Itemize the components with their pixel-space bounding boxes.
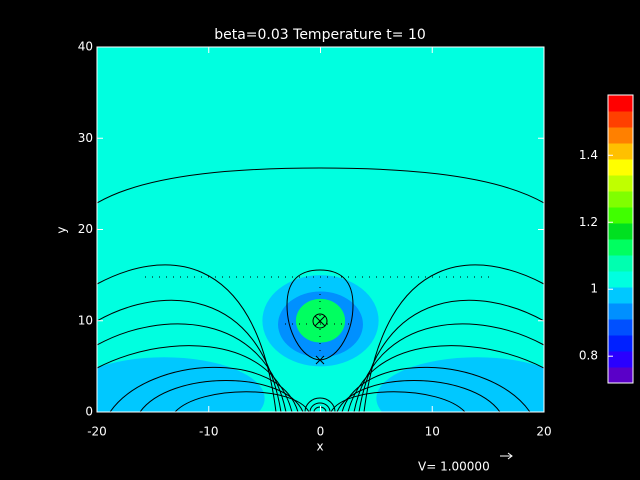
colorbar-band [608, 255, 633, 272]
contour-line [109, 366, 299, 412]
y-tick-label: 0 [85, 405, 93, 419]
contour-line [341, 366, 531, 412]
colorbar-band [608, 351, 633, 368]
colorbar-band [608, 367, 633, 384]
x-axis-label: x [316, 440, 323, 454]
y-tick-label: 40 [78, 40, 93, 54]
contour-line [309, 402, 331, 412]
colorbar-band [608, 191, 633, 208]
colorbar-tick-label: 1.4 [579, 148, 598, 162]
contour-line [286, 269, 354, 361]
colorbar-band [608, 223, 633, 240]
colorbar: 0.8 1 1.2 1.4 [579, 94, 634, 384]
contour-line [97, 264, 277, 412]
x-tick-label: -10 [199, 425, 219, 439]
null-point-marker [314, 315, 326, 365]
contour-line [97, 167, 544, 204]
chart-title: beta=0.03 Temperature t= 10 [214, 27, 426, 43]
colorbar-band [608, 207, 633, 224]
colorbar-band [608, 111, 633, 128]
dotted-guide [145, 276, 495, 355]
vector-label: V= 1.00000 [418, 460, 490, 474]
contour-line [363, 264, 544, 412]
colorbar-band [608, 175, 633, 192]
field [97, 47, 544, 412]
colorbar-band [608, 319, 633, 336]
x-tick-label: 10 [425, 425, 440, 439]
y-tick-label: 20 [78, 222, 93, 236]
colorbar-band [608, 335, 633, 352]
x-tick-label: 20 [536, 425, 551, 439]
temperature-region [376, 357, 544, 412]
x-tick-label: -20 [87, 425, 107, 439]
contour-line [97, 345, 293, 412]
y-axis-label: y [55, 226, 69, 233]
x-tick-label: 0 [317, 425, 325, 439]
colorbar-band [608, 239, 633, 256]
colorbar-band [608, 159, 633, 176]
contour-line [312, 313, 328, 329]
contours [97, 167, 544, 412]
colorbar-frame [607, 94, 634, 384]
colorbar-band [608, 143, 633, 160]
colorbar-band [608, 271, 633, 288]
colorbar-tick-label: 1.2 [579, 215, 598, 229]
temperature-region [97, 357, 265, 412]
y-tick-label: 30 [78, 131, 93, 145]
colorbar-band [608, 95, 633, 112]
vector-arrow [500, 452, 513, 460]
colorbar-band [608, 303, 633, 320]
colorbar-tick-label: 0.8 [579, 349, 598, 363]
y-tick-label: 10 [78, 313, 93, 327]
contour-line [330, 391, 466, 412]
colorbar-band [608, 287, 633, 304]
colorbar-tick-label: 1 [590, 282, 598, 296]
colorbar-band [608, 127, 633, 144]
contour-line [347, 345, 544, 412]
contour-line [174, 391, 310, 412]
contour-line [304, 397, 336, 412]
